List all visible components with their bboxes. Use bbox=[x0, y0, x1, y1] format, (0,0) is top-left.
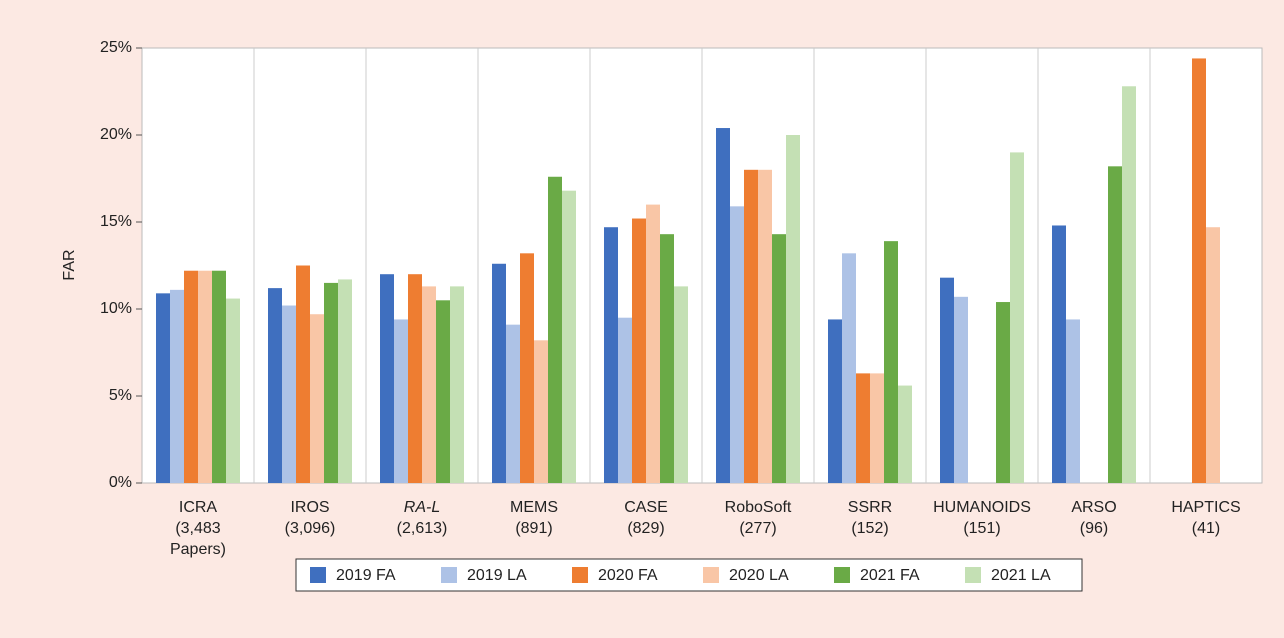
x-tick-label: (829) bbox=[627, 520, 664, 537]
bar bbox=[856, 373, 870, 483]
bar bbox=[828, 319, 842, 483]
bar bbox=[408, 274, 422, 483]
bar bbox=[1010, 152, 1024, 483]
bar bbox=[226, 298, 240, 483]
bar bbox=[632, 218, 646, 483]
y-axis-label: FAR bbox=[61, 249, 78, 280]
legend-swatch bbox=[310, 567, 326, 583]
legend-label: 2021 FA bbox=[860, 567, 920, 584]
x-tick-label: HUMANOIDS bbox=[933, 499, 1031, 516]
bar bbox=[730, 206, 744, 483]
y-tick-label: 10% bbox=[100, 300, 132, 317]
bar bbox=[604, 227, 618, 483]
bar bbox=[492, 263, 506, 483]
bar bbox=[716, 128, 730, 484]
x-tick-label: IROS bbox=[290, 499, 329, 516]
bar bbox=[940, 277, 954, 483]
x-tick-label: (151) bbox=[963, 520, 1000, 537]
bar bbox=[1122, 86, 1136, 483]
legend-label: 2021 LA bbox=[991, 567, 1051, 584]
bar bbox=[436, 300, 450, 483]
bar bbox=[184, 270, 198, 483]
bar bbox=[1108, 166, 1122, 483]
bar bbox=[758, 169, 772, 484]
bar bbox=[422, 286, 436, 483]
bar bbox=[296, 265, 310, 483]
y-tick-label: 20% bbox=[100, 126, 132, 143]
bar bbox=[660, 234, 674, 483]
x-tick-label: (152) bbox=[851, 520, 888, 537]
x-tick-label: ARSO bbox=[1071, 499, 1116, 516]
bar bbox=[674, 286, 688, 483]
bar bbox=[548, 176, 562, 483]
bar bbox=[1066, 319, 1080, 483]
y-tick-label: 0% bbox=[109, 474, 132, 491]
bar bbox=[1206, 227, 1220, 483]
x-tick-label: (277) bbox=[739, 520, 776, 537]
x-tick-label: MEMS bbox=[510, 499, 558, 516]
x-tick-label: (2,613) bbox=[397, 520, 448, 537]
y-tick-label: 15% bbox=[100, 213, 132, 230]
x-tick-label: (3,483 bbox=[175, 520, 220, 537]
legend bbox=[295, 558, 1083, 592]
legend-swatch bbox=[441, 567, 457, 583]
x-tick-label: CASE bbox=[624, 499, 668, 516]
bar bbox=[1052, 225, 1066, 484]
bar bbox=[996, 302, 1010, 483]
bar bbox=[324, 282, 338, 483]
x-tick-label: (3,096) bbox=[285, 520, 336, 537]
y-tick-label: 25% bbox=[100, 39, 132, 56]
x-tick-label: Papers) bbox=[170, 541, 226, 558]
bar bbox=[884, 241, 898, 483]
bar bbox=[310, 314, 324, 483]
legend-swatch bbox=[703, 567, 719, 583]
bar bbox=[646, 204, 660, 483]
bar bbox=[618, 317, 632, 483]
x-tick-label: (891) bbox=[515, 520, 552, 537]
bar bbox=[212, 270, 226, 483]
x-tick-label: RoboSoft bbox=[725, 499, 792, 516]
bar bbox=[842, 253, 856, 483]
x-tick-label: ICRA bbox=[179, 499, 218, 516]
legend-label: 2019 LA bbox=[467, 567, 527, 584]
legend-label: 2020 FA bbox=[598, 567, 658, 584]
bar bbox=[170, 289, 184, 483]
bar bbox=[772, 234, 786, 483]
legend-label: 2019 FA bbox=[336, 567, 396, 584]
y-tick-label: 5% bbox=[109, 387, 132, 404]
bar bbox=[1192, 58, 1206, 483]
bar bbox=[562, 190, 576, 483]
bar bbox=[394, 319, 408, 483]
bar bbox=[870, 373, 884, 483]
x-tick-label: (41) bbox=[1192, 520, 1220, 537]
x-tick-label: SSRR bbox=[848, 499, 892, 516]
bar bbox=[954, 296, 968, 483]
x-tick-label: RA-L bbox=[404, 499, 440, 516]
bar bbox=[282, 305, 296, 483]
bar bbox=[338, 279, 352, 483]
x-tick-label: HAPTICS bbox=[1171, 499, 1240, 516]
bar bbox=[156, 293, 170, 483]
x-tick-label: (96) bbox=[1080, 520, 1108, 537]
legend-swatch bbox=[965, 567, 981, 583]
bar bbox=[450, 286, 464, 483]
legend-swatch bbox=[572, 567, 588, 583]
bar bbox=[506, 324, 520, 483]
bar bbox=[520, 253, 534, 483]
bar bbox=[786, 135, 800, 483]
bar bbox=[268, 288, 282, 483]
bar bbox=[534, 340, 548, 483]
bar bbox=[898, 385, 912, 483]
legend-swatch bbox=[834, 567, 850, 583]
bar bbox=[744, 169, 758, 484]
bar bbox=[198, 270, 212, 483]
bar bbox=[380, 274, 394, 483]
legend-label: 2020 LA bbox=[729, 567, 789, 584]
